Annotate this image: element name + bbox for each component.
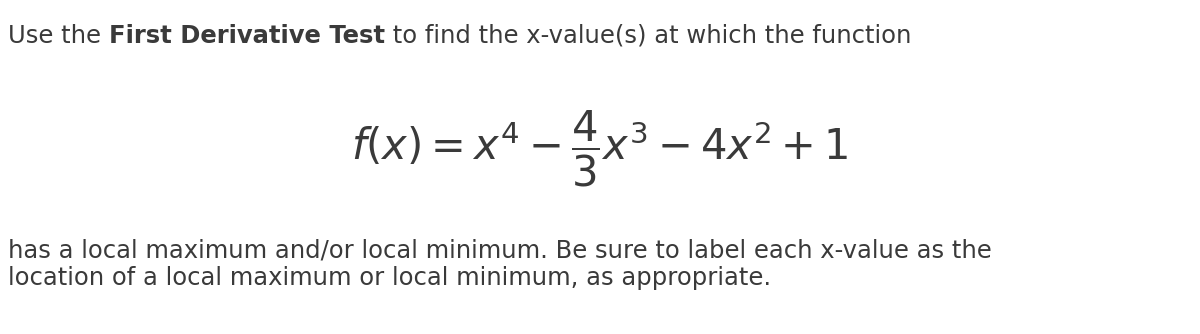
Text: location of a local maximum or local minimum, as appropriate.: location of a local maximum or local min…	[8, 266, 772, 290]
Text: to find the x-value(s) at which the function: to find the x-value(s) at which the func…	[385, 24, 911, 48]
Text: First Derivative Test: First Derivative Test	[109, 24, 385, 48]
Text: Use the: Use the	[8, 24, 109, 48]
Text: has a local maximum and/or local minimum. Be sure to label each x-value as the: has a local maximum and/or local minimum…	[8, 239, 991, 263]
Text: $f(x) = x^4 - \dfrac{4}{3}x^3 - 4x^2 + 1$: $f(x) = x^4 - \dfrac{4}{3}x^3 - 4x^2 + 1…	[352, 109, 848, 189]
